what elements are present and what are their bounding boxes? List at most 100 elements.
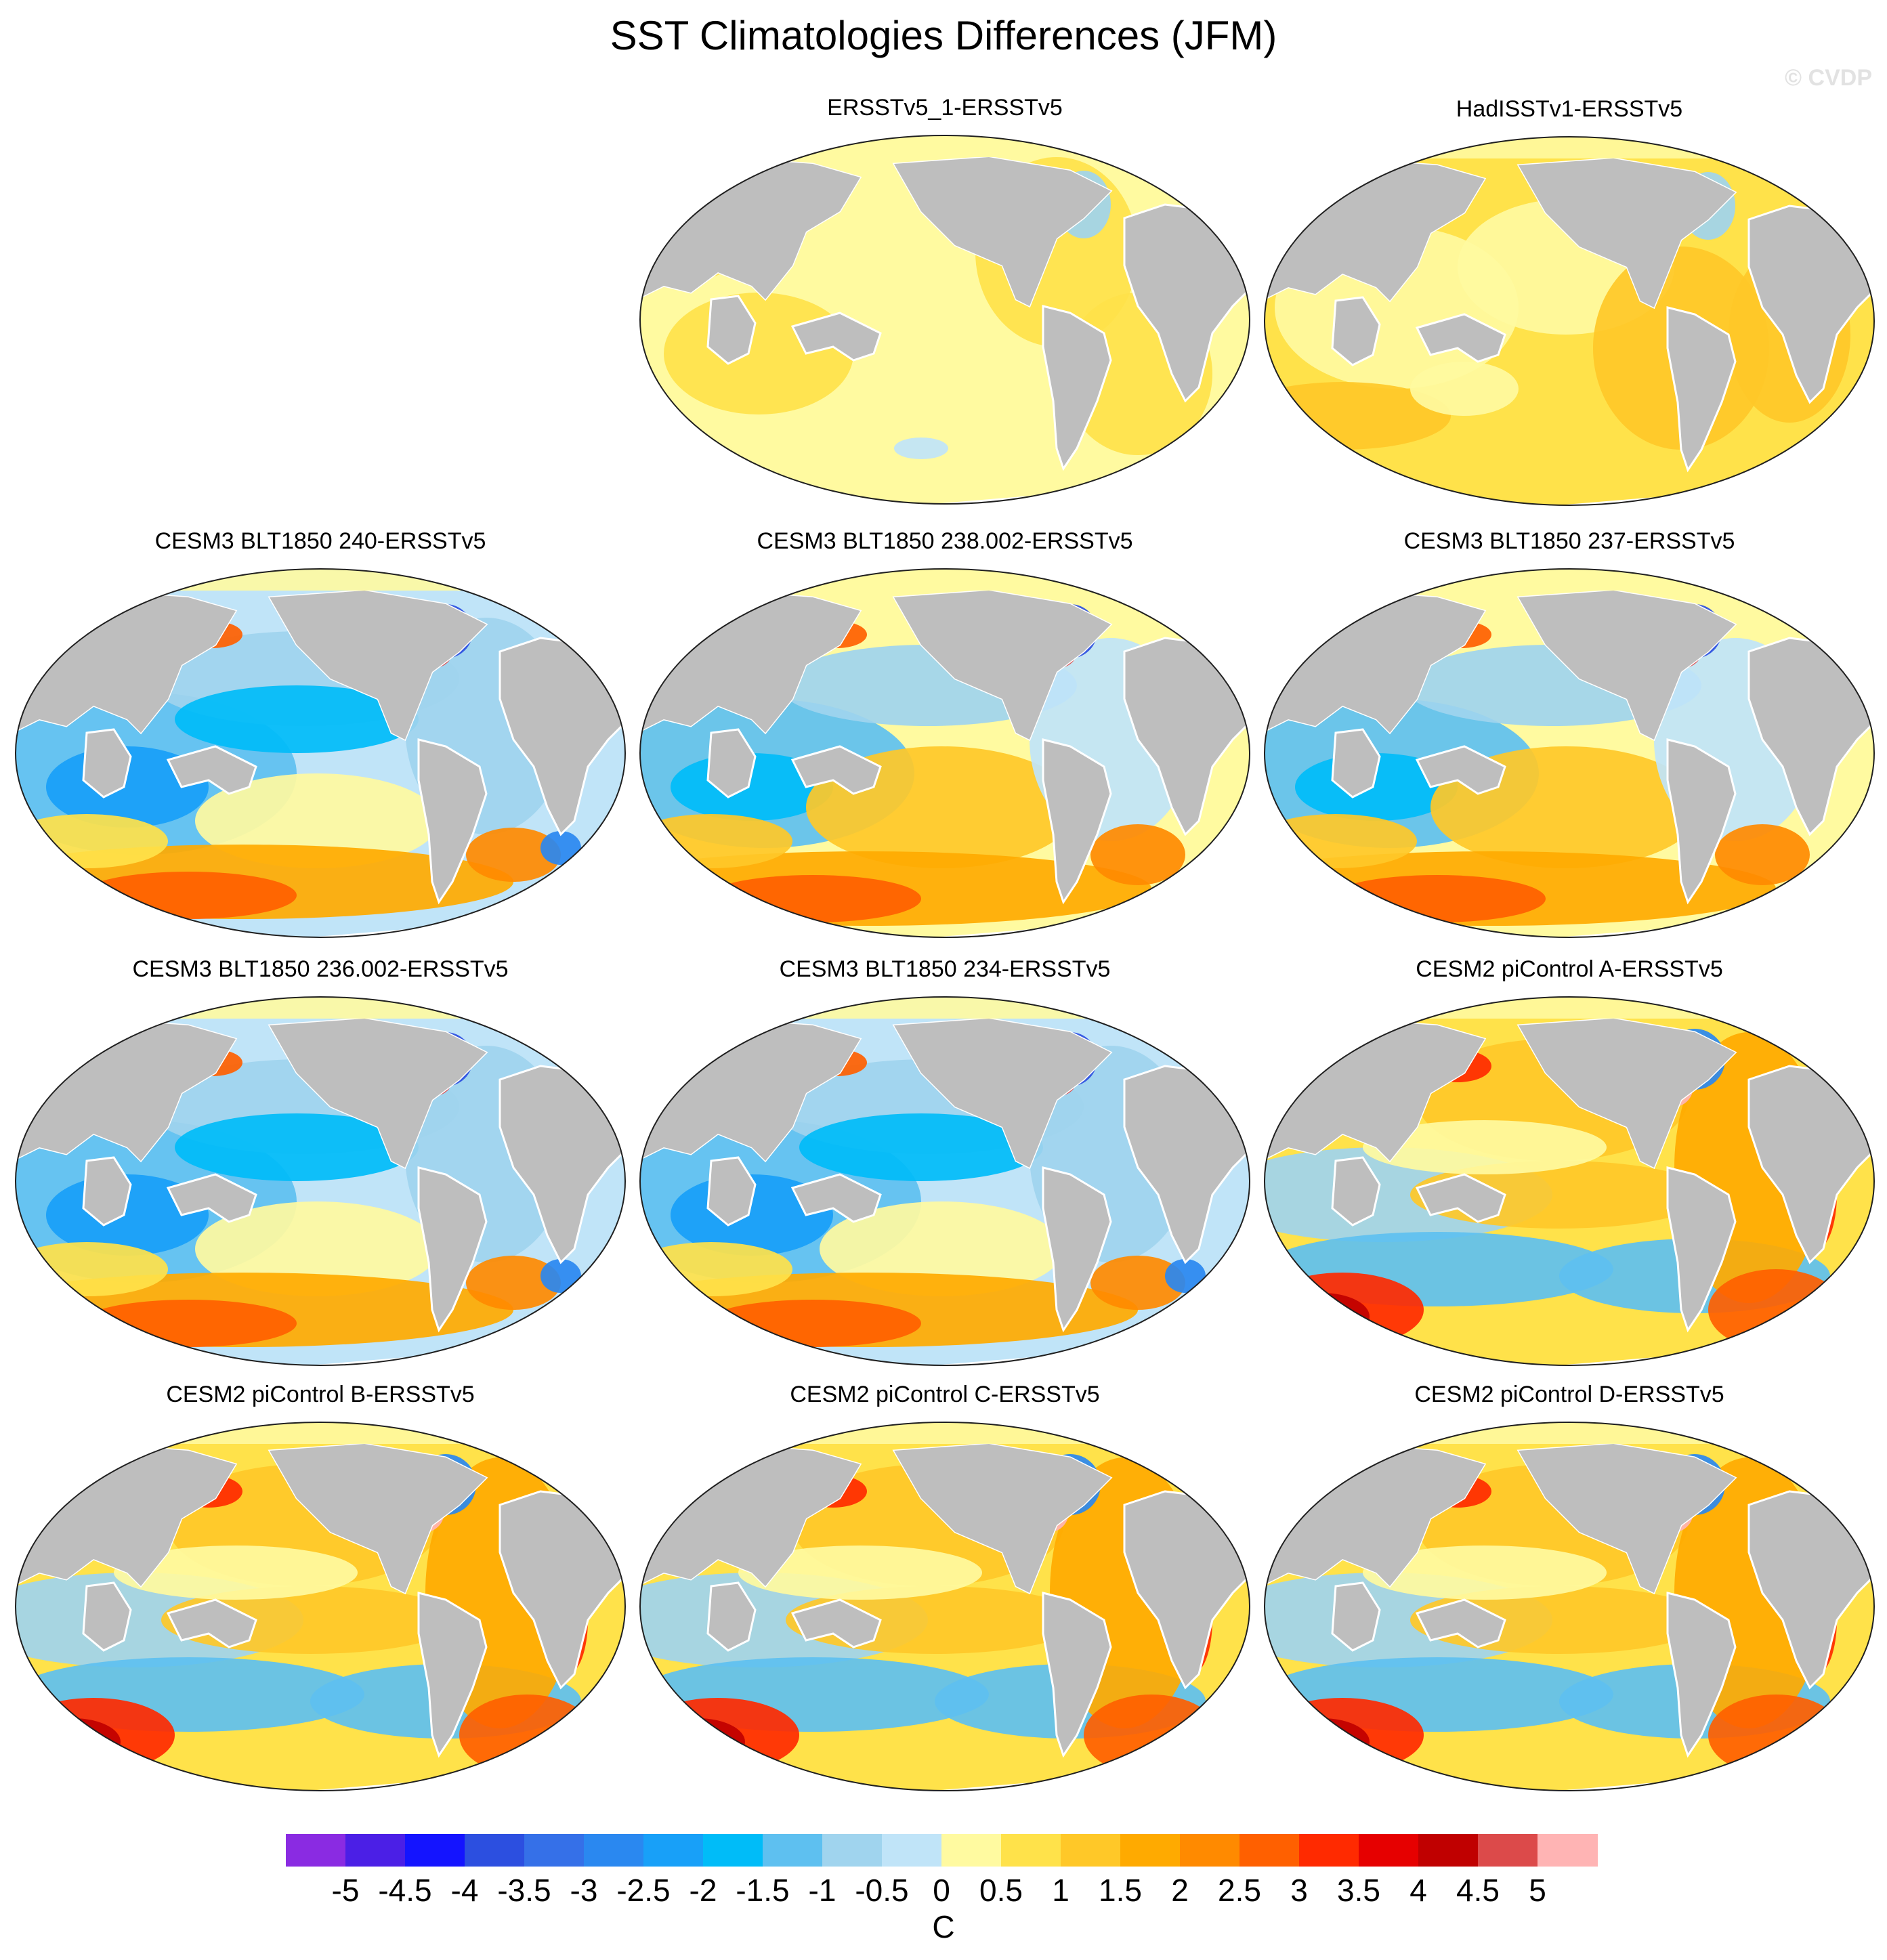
colorbar-tick-label: 5 — [1529, 1873, 1546, 1908]
colorbar-swatch — [345, 1834, 406, 1867]
colorbar-tick-label: 0 — [933, 1873, 950, 1908]
arctic-band — [1265, 997, 1874, 1019]
land-mass — [1666, 738, 1737, 905]
land-mass — [894, 591, 1111, 740]
map-panel: CESM2 piControl D-ERSSTv5 — [1261, 1382, 1878, 1802]
land-mass — [1814, 1456, 1874, 1486]
colorbar-swatch — [643, 1834, 704, 1867]
land-mass — [82, 1581, 132, 1652]
colorbar-swatch — [1418, 1834, 1479, 1867]
land-mass — [790, 745, 882, 795]
arctic-band — [16, 1422, 625, 1444]
colorbar-tick-label: 1 — [1052, 1873, 1069, 1908]
land-mass — [1189, 603, 1250, 633]
colorbar-swatch — [1299, 1834, 1359, 1867]
land-mass — [706, 295, 757, 365]
arctic-band — [640, 569, 1250, 591]
land-mass — [565, 603, 625, 633]
colorbar-swatch — [1180, 1834, 1240, 1867]
land-mass — [1042, 1166, 1112, 1333]
land-mass — [1042, 738, 1112, 905]
map-border — [15, 996, 626, 1366]
land-mass — [790, 312, 882, 362]
land-mass — [1666, 306, 1737, 473]
colorbar-swatch — [405, 1834, 465, 1867]
arctic-band — [640, 1422, 1250, 1444]
sst-anomaly-region — [1410, 362, 1519, 416]
land-mass — [1331, 1581, 1381, 1652]
sst-anomaly-region — [820, 1201, 1063, 1296]
map-border — [639, 996, 1250, 1366]
robinson-map — [639, 568, 1250, 938]
land-mass — [417, 738, 488, 905]
sst-anomaly-region — [80, 872, 297, 919]
colorbar-tick-label: 2.5 — [1218, 1873, 1261, 1908]
colorbar-swatch — [1359, 1834, 1419, 1867]
panel-title: CESM3 BLT1850 234-ERSSTv5 — [779, 956, 1111, 982]
map-border — [639, 568, 1250, 938]
map-border — [15, 1422, 626, 1791]
land-mass — [894, 1019, 1111, 1168]
land-mass — [166, 745, 257, 795]
sst-anomaly-region — [16, 814, 168, 868]
robinson-map — [639, 135, 1250, 505]
sst-anomaly-region — [650, 1718, 745, 1766]
sst-anomaly-region — [1265, 1232, 1613, 1306]
sst-anomaly-region — [1275, 1293, 1370, 1340]
panel-title: CESM3 BLT1850 237-ERSSTv5 — [1403, 528, 1735, 554]
sst-anomaly-region — [1329, 875, 1546, 922]
sst-anomaly-region — [114, 1546, 358, 1600]
sst-anomaly-region — [80, 1300, 297, 1347]
colorbar-swatch — [1120, 1834, 1181, 1867]
sst-anomaly-region — [640, 1657, 989, 1732]
robinson-map — [639, 1422, 1250, 1791]
sst-anomaly-region — [1363, 1546, 1607, 1600]
sst-anomaly-region — [175, 685, 419, 753]
colorbar-swatch — [286, 1834, 346, 1867]
land-mass — [706, 1581, 757, 1652]
robinson-map — [15, 568, 626, 938]
colorbar-swatch — [1239, 1834, 1300, 1867]
sst-anomaly-region — [640, 1698, 799, 1772]
land-mass — [1331, 728, 1381, 798]
land-mass — [706, 728, 757, 798]
colorbar-tick-label: -2.5 — [616, 1873, 671, 1908]
land-mass — [270, 591, 486, 740]
land-mass — [270, 1444, 486, 1593]
sst-anomaly-region — [738, 1546, 982, 1600]
land-mass — [1331, 1156, 1381, 1227]
colorbar-tick-labels: -5 -4.5 -4 -3.5 -3 -2.5 -2 -1.5 -1 -0.5 0 0.5 1 1.5 2 2… — [286, 1872, 1597, 1908]
sst-anomaly-region — [540, 1259, 581, 1293]
colorbar-swatch — [584, 1834, 644, 1867]
land-mass — [1331, 296, 1381, 366]
map-border — [1264, 996, 1875, 1366]
map-panel: CESM3 BLT1850 238.002-ERSSTv5 — [637, 528, 1253, 948]
robinson-map — [639, 996, 1250, 1366]
land-mass — [565, 1456, 625, 1486]
land-mass — [1666, 1166, 1737, 1333]
robinson-map — [1264, 1422, 1875, 1791]
panel-title: CESM2 piControl D-ERSSTv5 — [1414, 1382, 1724, 1407]
robinson-map — [1264, 136, 1875, 506]
land-mass — [1415, 745, 1506, 795]
colorbar-tick-label: 3 — [1290, 1873, 1308, 1908]
arctic-band — [640, 997, 1250, 1019]
sst-anomaly-region — [640, 1242, 792, 1296]
sst-anomaly-region — [540, 831, 581, 865]
sst-anomaly-region — [1090, 1256, 1185, 1310]
colorbar-tick-label: 0.5 — [979, 1873, 1023, 1908]
colorbar-tick-label: 4.5 — [1456, 1873, 1500, 1908]
land-mass — [790, 1598, 882, 1648]
land-mass — [1814, 603, 1874, 633]
colorbar-tick-label: 1.5 — [1099, 1873, 1142, 1908]
colorbar-tick-label: -0.5 — [855, 1873, 909, 1908]
panel-title: CESM2 piControl A-ERSSTv5 — [1416, 956, 1723, 982]
colorbar-tick-label: -1.5 — [736, 1873, 790, 1908]
map-border — [639, 1422, 1250, 1791]
sst-anomaly-region — [1090, 824, 1185, 885]
land-mass — [166, 1173, 257, 1223]
land-mass — [1189, 1031, 1250, 1061]
robinson-map — [15, 1422, 626, 1791]
colorbar-swatch — [1061, 1834, 1121, 1867]
arctic-band — [1265, 137, 1874, 158]
